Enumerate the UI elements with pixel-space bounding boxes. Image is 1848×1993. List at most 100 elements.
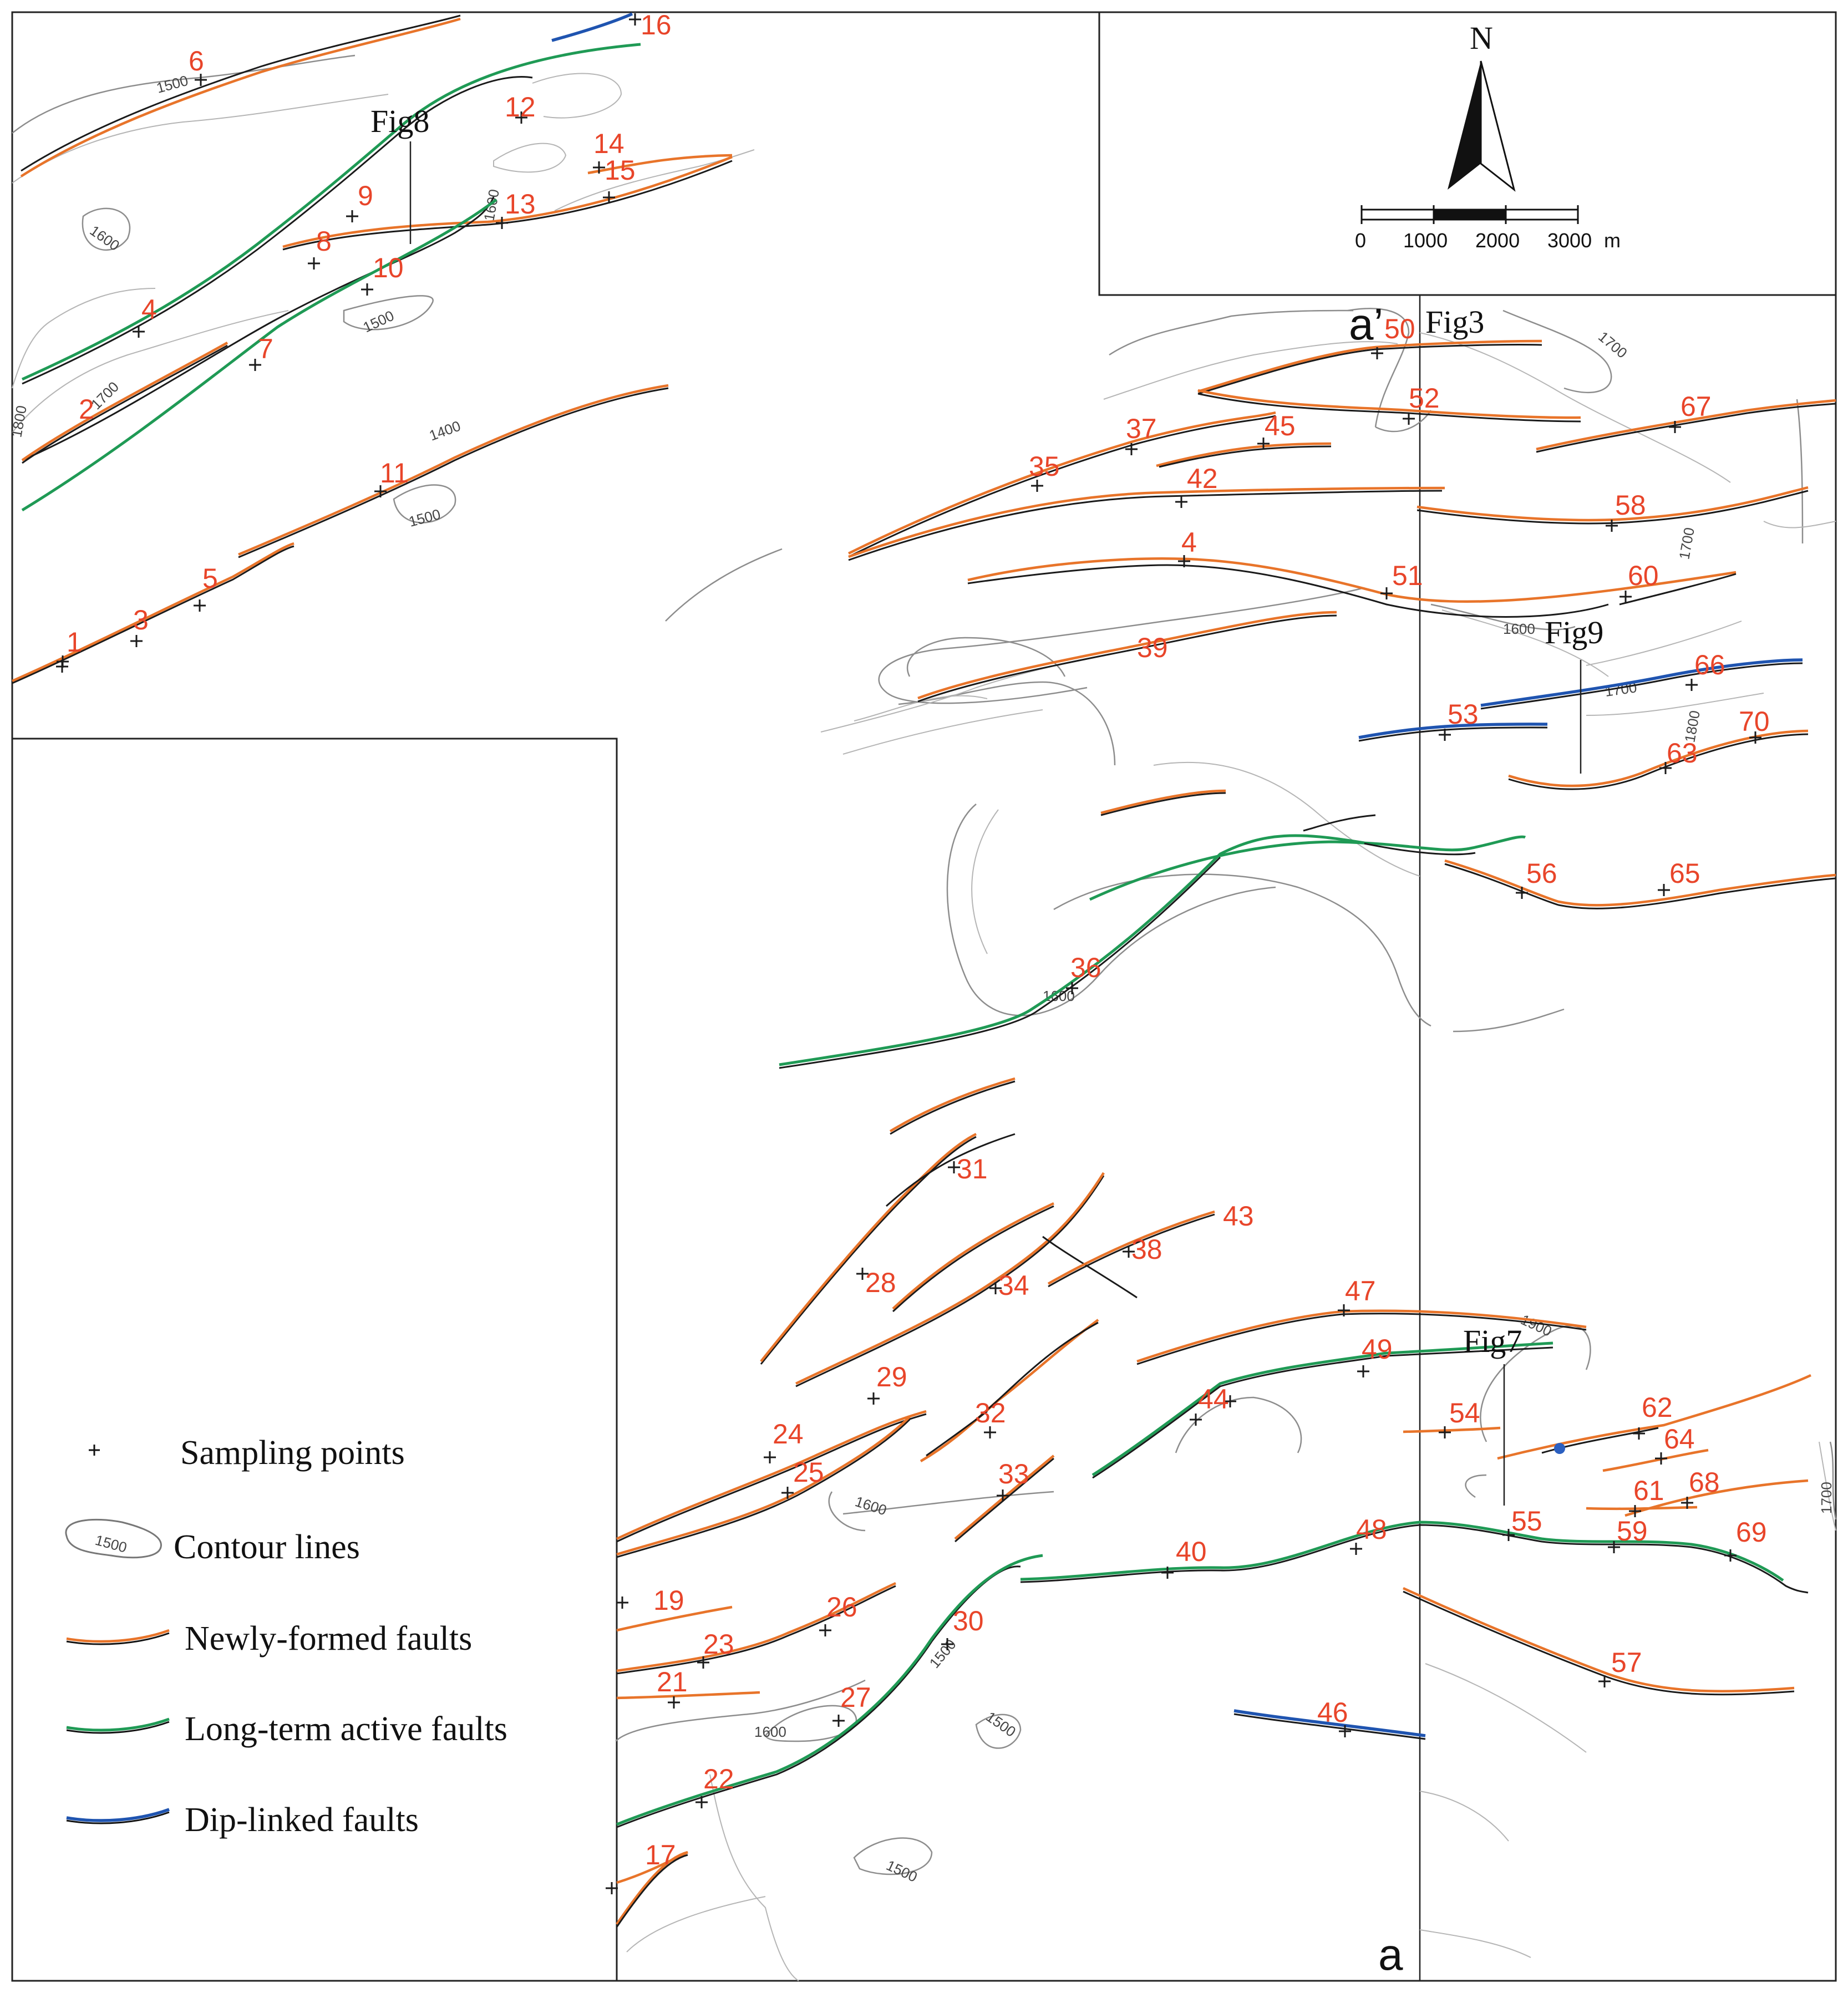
legend-contour-lines: 1500 Contour lines [65, 1518, 360, 1566]
sampling-point-marker [1655, 1452, 1667, 1465]
scale-tick-2000: 2000 [1475, 229, 1520, 252]
section-start-label: a [1378, 1930, 1403, 1979]
fig7-label: Fig7 [1463, 1323, 1522, 1359]
contour-label: 1600 [1503, 621, 1535, 637]
fig9-label: Fig9 [1545, 614, 1603, 650]
sample-label: 31 [957, 1153, 988, 1184]
sample-label: 48 [1356, 1514, 1387, 1545]
fig3-label: Fig3 [1425, 304, 1484, 340]
sampling-point-marker [361, 283, 373, 296]
legend-dip-linked: Dip-linked faults [66, 1801, 419, 1839]
sampling-point-marker [1439, 729, 1451, 741]
sample-label: 49 [1362, 1334, 1393, 1365]
sampling-point-marker [668, 1696, 680, 1709]
sampling-point-marker [1502, 1529, 1515, 1541]
sample-label: 60 [1628, 560, 1659, 591]
sample-label: 51 [1392, 560, 1423, 591]
map-frame [11, 11, 1837, 1982]
legend-contour-value: 1500 [93, 1532, 129, 1556]
sample-label: 33 [998, 1458, 1029, 1489]
sampling-point-marker [496, 217, 508, 229]
contour-label: 1500 [361, 307, 397, 336]
contour-label: 1700 [1818, 1482, 1835, 1514]
sample-label: 70 [1739, 706, 1770, 737]
sample-label: 1 [67, 627, 82, 658]
sampling-point-marker [249, 359, 261, 371]
scale-tick-0: 0 [1355, 229, 1366, 252]
sample-label: 24 [773, 1419, 804, 1450]
sampling-point-marker [1031, 480, 1043, 492]
sample-label: 4 [141, 294, 157, 325]
sampling-point-marker [515, 111, 527, 124]
sampling-point-marker [374, 485, 387, 497]
sampling-point-marker [1608, 1541, 1620, 1553]
sampling-point-marker [697, 1656, 709, 1669]
legend-sampling-label: Sampling points [180, 1434, 405, 1472]
sample-label: 29 [876, 1361, 907, 1392]
sample-label: 65 [1669, 858, 1700, 889]
sampling-point-marker [1606, 520, 1618, 532]
scale-tick-3000: 3000 [1547, 229, 1592, 252]
sampling-point-marker [57, 655, 69, 668]
sampling-point-marker [1123, 1245, 1135, 1258]
sampling-point-marker [133, 326, 145, 338]
sample-label: 62 [1642, 1392, 1673, 1423]
figure-references: Fig8 Fig3 Fig9 Fig7 [370, 103, 1603, 1359]
sampling-point-marker [1224, 1395, 1236, 1407]
contour-label: 1600 [480, 188, 502, 222]
sampling-point-marker [194, 599, 206, 612]
sampling-point-marker [989, 1282, 1002, 1294]
legend-contour-label: Contour lines [174, 1528, 360, 1566]
sampling-point-marker [1125, 443, 1138, 455]
sampling-point-marker [1439, 1426, 1451, 1438]
sample-label: 22 [703, 1763, 734, 1794]
sample-label: 66 [1694, 649, 1725, 680]
contour-label: 1700 [1676, 526, 1698, 561]
sample-label: 34 [998, 1270, 1029, 1301]
sample-label: 8 [316, 226, 332, 257]
sampling-point-marker [984, 1426, 996, 1438]
sampling-point-marker [997, 1489, 1009, 1502]
sample-label: 26 [826, 1592, 857, 1623]
sample-label: 17 [645, 1839, 676, 1870]
contour-label: 1500 [884, 1857, 920, 1885]
sampling-point-marker [1350, 1543, 1362, 1555]
scale-unit: m [1604, 229, 1621, 252]
fig8-label: Fig8 [370, 103, 429, 139]
sample-label: 32 [975, 1397, 1006, 1428]
north-label: N [1470, 20, 1493, 56]
sampling-point-marker [941, 1638, 953, 1650]
sample-label: 5 [202, 563, 218, 594]
sample-label: 68 [1689, 1467, 1720, 1498]
sample-label: 37 [1126, 413, 1157, 444]
sample-label: 15 [605, 155, 636, 186]
sample-label: 2 [79, 394, 94, 425]
sampling-point-marker [695, 1796, 708, 1808]
sampling-point-marker [1257, 438, 1270, 450]
sampling-point-marker [781, 1487, 794, 1499]
sample-label: 46 [1317, 1697, 1348, 1728]
contour-sample-icon [65, 1518, 162, 1559]
sample-label: 40 [1176, 1536, 1207, 1567]
sample-label: 55 [1511, 1506, 1542, 1537]
sample-label: 4 [1181, 527, 1197, 558]
sampling-point-marker [308, 257, 320, 270]
sample-label: 64 [1664, 1423, 1695, 1455]
sampling-point-marker [1066, 982, 1078, 994]
legend-long-term: Long-term active faults [66, 1710, 507, 1748]
sampling-point-marker [764, 1451, 776, 1463]
sample-label: 47 [1345, 1275, 1376, 1306]
sample-label: 27 [840, 1682, 871, 1713]
sample-label: 35 [1029, 451, 1060, 482]
sampling-point-marker [1338, 1304, 1350, 1316]
sampling-point-marker [593, 161, 605, 174]
sample-label: 69 [1736, 1517, 1767, 1548]
scale-tick-1000: 1000 [1403, 229, 1448, 252]
sample-label: 56 [1526, 858, 1557, 889]
sampling-point-marker [616, 1597, 628, 1609]
sampling-point-marker [1659, 762, 1672, 774]
reference-point [1554, 1443, 1565, 1454]
contour-label: 1600 [853, 1493, 889, 1518]
sampling-point-marker [1669, 421, 1681, 433]
